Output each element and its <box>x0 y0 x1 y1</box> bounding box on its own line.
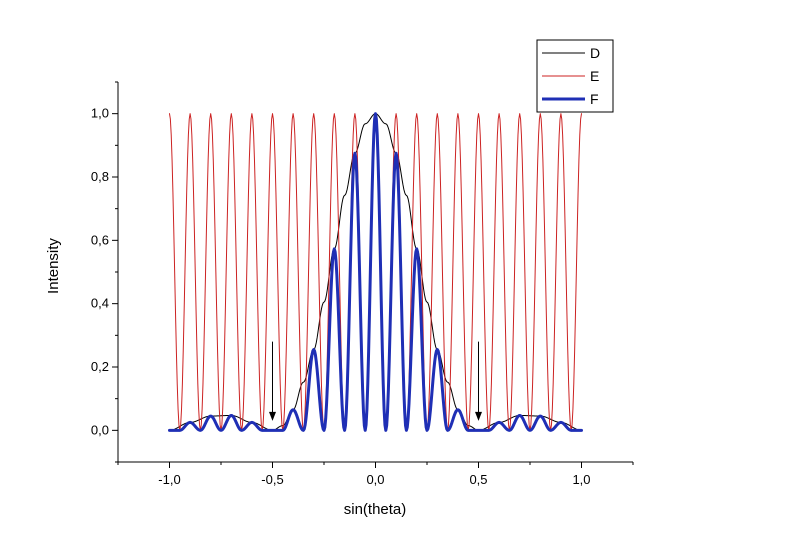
annotations <box>269 341 482 421</box>
legend-label-d: D <box>590 45 600 61</box>
y-tick-label: 0,4 <box>91 296 109 311</box>
series-line-f <box>168 112 583 432</box>
axis-ticks: 0,0 0,2 0,4 0,6 0,8 1,0 -1,0 -0,5 0,0 0,5 1,0 <box>91 81 634 487</box>
x-tick-label: 1,0 <box>572 472 590 487</box>
x-axis-title: sin(theta) <box>344 501 407 518</box>
y-axis-title: Intensity <box>45 238 62 294</box>
y-tick-label: 0,6 <box>91 232 109 247</box>
x-tick-label: 0,0 <box>366 472 384 487</box>
x-tick-label: -1,0 <box>158 472 180 487</box>
y-tick-label: 0,2 <box>91 359 109 374</box>
y-tick-label: 0,0 <box>91 422 109 437</box>
y-tick-label: 0,8 <box>91 169 109 184</box>
arrow-head <box>475 411 482 421</box>
y-tick-label: 1,0 <box>91 106 109 121</box>
legend-label-e: E <box>590 68 599 84</box>
arrow-head <box>269 411 276 421</box>
plot-area <box>168 112 583 432</box>
x-tick-label: 0,5 <box>469 472 487 487</box>
x-tick-label: -0,5 <box>261 472 283 487</box>
legend-label-f: F <box>590 91 599 107</box>
legend: D E F <box>536 39 614 113</box>
